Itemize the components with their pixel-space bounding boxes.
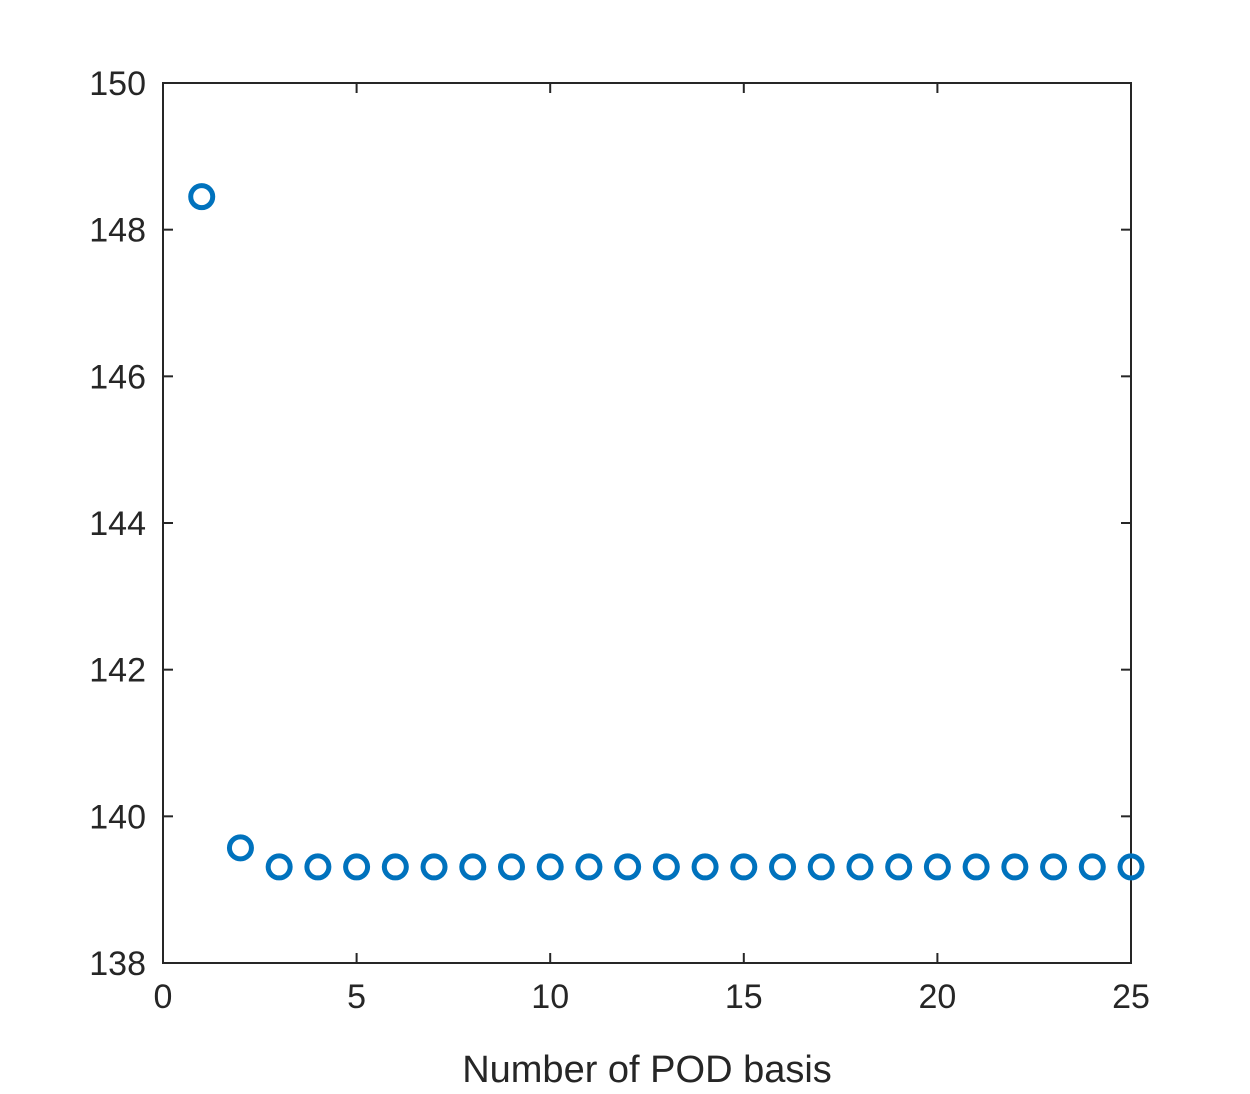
data-point — [691, 853, 719, 881]
y-tick-label: 142 — [89, 652, 146, 690]
data-point — [1040, 853, 1068, 881]
data-point — [226, 834, 254, 862]
data-point — [923, 853, 951, 881]
x-tick-label: 15 — [725, 978, 763, 1016]
data-point — [536, 853, 564, 881]
data-point — [962, 853, 990, 881]
y-tick-label: 140 — [89, 798, 146, 836]
data-point — [381, 853, 409, 881]
data-point — [730, 853, 758, 881]
data-point — [846, 853, 874, 881]
x-tick-label: 20 — [918, 978, 956, 1016]
x-tick-labels: 0 5 10 15 20 25 — [154, 978, 1150, 1016]
y-tick-label: 146 — [89, 358, 146, 396]
x-tick-label: 25 — [1112, 978, 1150, 1016]
data-point — [1001, 853, 1029, 881]
x-axis-label: Number of POD basis — [462, 1049, 832, 1091]
y-tick-labels: 138 140 142 144 146 148 150 — [89, 65, 146, 983]
data-point — [265, 853, 293, 881]
data-point — [1117, 853, 1145, 881]
data-point — [807, 853, 835, 881]
data-point — [459, 853, 487, 881]
data-point — [304, 853, 332, 881]
y-tick-label: 138 — [89, 945, 146, 983]
data-point — [614, 853, 642, 881]
data-point — [1078, 853, 1106, 881]
data-point — [420, 853, 448, 881]
data-point — [652, 853, 680, 881]
x-tick-label: 5 — [347, 978, 366, 1016]
data-point — [497, 853, 525, 881]
y-tick-label: 150 — [89, 65, 146, 103]
plot-area — [163, 83, 1131, 963]
x-tick-label: 10 — [531, 978, 569, 1016]
data-point — [343, 853, 371, 881]
y-tick-label: 148 — [89, 212, 146, 250]
data-point — [769, 853, 797, 881]
data-point — [885, 853, 913, 881]
plot-box — [162, 82, 1132, 964]
x-tick-label: 0 — [154, 978, 173, 1016]
data-point — [575, 853, 603, 881]
data-point — [188, 183, 216, 211]
y-tick-label: 144 — [89, 505, 146, 543]
data-points — [188, 183, 1145, 881]
